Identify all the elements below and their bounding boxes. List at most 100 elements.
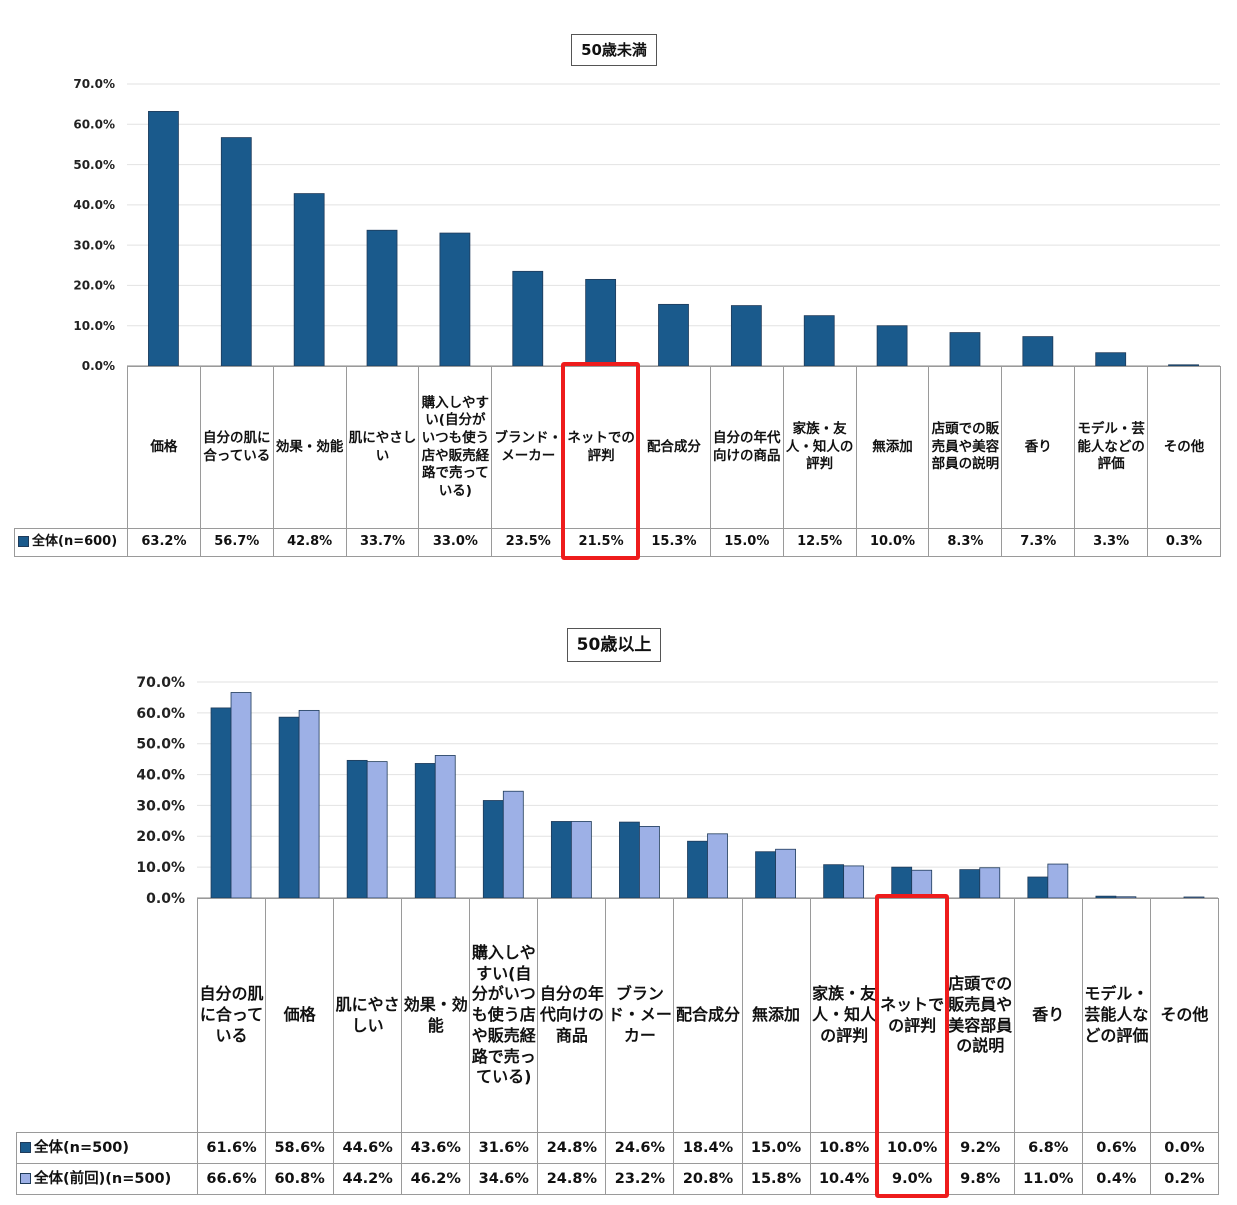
chart-1-value-label: 44.2%: [333, 1163, 403, 1195]
chart-1-category-label: 家族・友人・知人の評判: [809, 898, 879, 1133]
chart-0-value-label: 12.5%: [782, 528, 857, 557]
chart-0-category-label: 肌にやさしい: [345, 366, 420, 529]
chart-1-y-tick-label: 50.0%: [136, 737, 185, 753]
chart-0-bar-s0-10: [876, 325, 908, 367]
chart-1-bar-s1-11: [979, 867, 1001, 899]
chart-1-value-label: 34.6%: [469, 1163, 539, 1195]
chart-0-value-label: 3.3%: [1074, 528, 1149, 557]
chart-1-category-label: 配合成分: [673, 898, 743, 1133]
chart-1-category-label: モデル・芸能人などの評価: [1081, 898, 1151, 1133]
chart-1-value-label: 0.4%: [1081, 1163, 1151, 1195]
chart-1-bar-s1-1: [298, 709, 320, 899]
chart-1-bar-s0-10: [891, 866, 913, 899]
chart-1-category-label: 無添加: [741, 898, 811, 1133]
chart-1-legend-entry-1: 全体(前回)(n=500): [16, 1163, 198, 1195]
chart-1-y-tick-label: 10.0%: [136, 860, 185, 876]
chart-0-category-label: 自分の年代向けの商品: [709, 366, 784, 529]
chart-0-bar-s0-3: [366, 229, 398, 367]
chart-1-bar-s0-3: [414, 763, 436, 899]
chart-0-bar-s0-8: [730, 305, 762, 367]
chart-0-category-label: 価格: [127, 366, 201, 529]
chart-0-y-tick-label: 50.0%: [73, 158, 115, 172]
chart-0-category-label: その他: [1147, 366, 1221, 529]
chart-1-value-label: 0.6%: [1081, 1132, 1151, 1164]
chart-0-bar-s0-5: [512, 270, 544, 367]
chart-0-value-label: 33.0%: [418, 528, 493, 557]
chart-1-value-label: 10.4%: [809, 1163, 879, 1195]
chart-1-value-label: 6.8%: [1013, 1132, 1083, 1164]
chart-1-value-label: 66.6%: [196, 1163, 267, 1195]
chart-1-bar-s0-11: [959, 869, 981, 899]
chart-1-category-label: 店頭での販売員や美容部員の説明: [945, 898, 1015, 1133]
chart-1-bar-s1-13: [1115, 896, 1137, 899]
chart-0-value-label: 15.0%: [709, 528, 784, 557]
chart-1-bar-s0-1: [278, 716, 300, 899]
chart-0-value-label: 7.3%: [1001, 528, 1076, 557]
chart-1-bar-s0-6: [619, 821, 640, 899]
chart-1-bar-s1-5: [570, 821, 592, 899]
chart-0-category-label: 店頭での販売員や美容部員の説明: [928, 366, 1003, 529]
chart-0-y-tick-label: 10.0%: [73, 319, 115, 333]
chart-1-category-label: 自分の肌に合っている: [196, 898, 267, 1133]
chart-0-bar-s0-11: [949, 332, 981, 367]
chart-1-value-label: 10.8%: [809, 1132, 879, 1164]
chart-1-bar-s1-4: [502, 790, 524, 899]
chart-0-bar-s0-4: [439, 232, 471, 367]
chart-1-value-label: 0.2%: [1149, 1163, 1219, 1195]
chart-0-category-label: 配合成分: [637, 366, 711, 529]
chart-0-y-tick-label: 40.0%: [73, 198, 115, 212]
chart-0-category-label: 家族・友人・知人の評判: [782, 366, 857, 529]
chart-1-bar-s1-6: [639, 826, 660, 899]
chart-0-title: 50歳未満: [571, 34, 657, 66]
chart-0-value-label: 56.7%: [199, 528, 274, 557]
chart-1-value-label: 61.6%: [196, 1132, 267, 1164]
chart-0-value-label: 42.8%: [272, 528, 347, 557]
chart-1-category-label: 効果・効能: [401, 898, 471, 1133]
chart-0-value-label: 8.3%: [928, 528, 1003, 557]
chart-1-value-label: 46.2%: [401, 1163, 471, 1195]
chart-0-category-label: モデル・芸能人などの評価: [1074, 366, 1149, 529]
chart-1-value-label: 15.8%: [741, 1163, 811, 1195]
chart-1-value-label: 43.6%: [401, 1132, 471, 1164]
chart-1-category-label: 肌にやさしい: [333, 898, 403, 1133]
chart-0-value-label: 15.3%: [637, 528, 711, 557]
legend-swatch: [18, 536, 29, 548]
chart-0-value-label: 0.3%: [1147, 528, 1221, 557]
legend-series-name: 全体(前回)(n=500): [34, 1170, 172, 1187]
chart-1-value-label: 24.8%: [537, 1163, 607, 1195]
chart-0-category-label: 香り: [1001, 366, 1076, 529]
chart-1-bar-s0-4: [482, 800, 504, 899]
chart-1-y-tick-label: 30.0%: [136, 798, 185, 814]
chart-1-value-label: 24.6%: [605, 1132, 675, 1164]
legend-swatch: [20, 1173, 31, 1185]
chart-1-bar-s1-2: [366, 761, 388, 899]
chart-1-value-label: 10.0%: [877, 1132, 947, 1164]
chart-0-bar-s0-2: [293, 193, 325, 367]
chart-1-bar-s0-2: [346, 759, 368, 899]
chart-0-legend-entry-0: 全体(n=600): [14, 528, 128, 557]
chart-1-category-label: 自分の年代向けの商品: [537, 898, 607, 1133]
chart-1-value-label: 18.4%: [673, 1132, 743, 1164]
chart-0-value-label: 21.5%: [564, 528, 639, 557]
chart-0-bar-s0-7: [658, 303, 689, 367]
chart-1-category-label: ネットでの評判: [877, 898, 947, 1133]
chart-0-bar-s0-0: [148, 110, 179, 367]
chart-0-bar-s0-13: [1095, 352, 1127, 367]
chart-1-bar-s0-5: [550, 821, 572, 899]
chart-1-value-label: 9.2%: [945, 1132, 1015, 1164]
chart-1-category-label: 香り: [1013, 898, 1083, 1133]
chart-0-y-tick-label: 20.0%: [73, 279, 115, 293]
chart-0-value-label: 23.5%: [491, 528, 566, 557]
chart-1-value-label: 23.2%: [605, 1163, 675, 1195]
chart-1-data-table: 自分の肌に合っている 価格 肌にやさしい 効果・効能 購入しやすい(自分がいつも使う店や…: [16, 898, 1219, 1195]
chart-1-bar-s0-9: [823, 864, 845, 899]
chart-1-value-label: 9.8%: [945, 1163, 1015, 1195]
chart-1-category-label: 価格: [265, 898, 335, 1133]
chart-1-bar-s1-9: [843, 865, 865, 899]
chart-1-value-label: 44.6%: [333, 1132, 403, 1164]
chart-1-value-label: 24.8%: [537, 1132, 607, 1164]
legend-series-name: 全体(n=500): [34, 1139, 129, 1156]
chart-0-data-table: 価格 自分の肌に合っている 効果・効能 肌にやさしい 購入しやすい(自分がいつも使う店や…: [14, 366, 1221, 557]
chart-1-category-label: 購入しやすい(自分がいつも使う店や販売経路で売っている): [469, 898, 539, 1133]
chart-1-value-label: 58.6%: [265, 1132, 335, 1164]
